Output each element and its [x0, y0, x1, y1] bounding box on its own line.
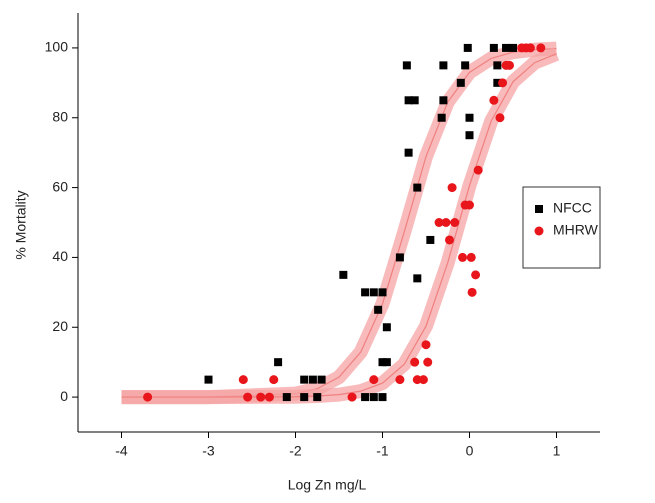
- point: [404, 148, 413, 157]
- point: [317, 375, 326, 384]
- point: [300, 375, 309, 384]
- point: [282, 393, 291, 402]
- point: [489, 43, 498, 52]
- point: [369, 393, 378, 402]
- point: [300, 393, 309, 402]
- point: [374, 305, 383, 314]
- legend-box: [522, 186, 601, 269]
- point: [382, 358, 391, 367]
- point: [444, 235, 454, 245]
- y-tick-label: 20: [52, 318, 68, 334]
- point: [493, 78, 502, 87]
- point: [466, 252, 476, 262]
- x-tick-label: 0: [466, 443, 474, 459]
- point: [339, 270, 348, 279]
- point: [204, 375, 213, 384]
- point: [509, 43, 517, 52]
- point: [473, 165, 483, 175]
- point: [421, 340, 431, 350]
- point: [378, 358, 387, 367]
- point: [313, 393, 322, 402]
- y-tick-label: 0: [60, 388, 68, 404]
- point: [441, 218, 451, 227]
- x-tick-label: -1: [376, 443, 389, 459]
- point: [465, 200, 474, 210]
- point: [458, 252, 468, 262]
- point: [369, 375, 379, 385]
- point: [418, 375, 428, 385]
- point: [256, 392, 266, 402]
- point: [536, 43, 546, 53]
- x-tick-label: -2: [289, 443, 302, 459]
- point: [269, 375, 279, 385]
- point: [498, 78, 508, 88]
- y-tick-label: 100: [45, 39, 69, 55]
- legend-marker: [534, 226, 544, 236]
- point: [461, 61, 470, 70]
- point: [413, 274, 422, 283]
- legend-marker: [535, 205, 543, 213]
- point: [447, 183, 457, 193]
- legend-label: MHRW: [553, 222, 599, 238]
- point: [413, 183, 422, 192]
- point: [426, 235, 435, 244]
- point: [493, 61, 502, 70]
- point: [143, 392, 153, 402]
- point: [243, 392, 253, 402]
- point: [410, 96, 419, 105]
- x-tick-label: 1: [553, 443, 561, 459]
- point: [495, 113, 505, 123]
- point: [471, 270, 481, 280]
- point: [467, 287, 477, 297]
- point: [465, 113, 474, 122]
- point: [502, 43, 511, 52]
- point: [423, 357, 433, 367]
- point: [439, 96, 448, 105]
- confidence-band: [121, 47, 560, 405]
- y-axis-label: % Mortality: [13, 190, 29, 259]
- point: [465, 131, 474, 140]
- point: [463, 43, 472, 52]
- point: [308, 375, 317, 384]
- point: [489, 95, 499, 105]
- x-axis-label: Log Zn mg/L: [288, 477, 367, 493]
- point: [361, 393, 370, 402]
- point: [505, 60, 515, 70]
- point: [238, 375, 248, 385]
- point: [402, 61, 411, 70]
- point: [347, 392, 357, 402]
- point: [410, 357, 420, 367]
- point: [369, 288, 378, 297]
- point: [378, 288, 387, 297]
- y-tick-label: 60: [52, 178, 68, 194]
- point: [378, 393, 387, 402]
- legend-label: NFCC: [553, 200, 592, 216]
- point: [264, 392, 274, 402]
- point: [456, 78, 465, 87]
- x-tick-label: -4: [115, 443, 128, 459]
- point: [525, 43, 535, 53]
- x-tick-label: -3: [202, 443, 215, 459]
- point: [361, 288, 370, 297]
- y-tick-label: 80: [52, 108, 68, 124]
- fit-line: [121, 53, 557, 398]
- point: [437, 113, 446, 122]
- point: [450, 218, 460, 227]
- point: [439, 61, 448, 70]
- point: [274, 358, 283, 367]
- y-tick-label: 40: [52, 248, 68, 264]
- point: [382, 323, 391, 332]
- point: [395, 253, 404, 262]
- point: [434, 218, 444, 227]
- point: [395, 375, 405, 385]
- point: [404, 96, 413, 105]
